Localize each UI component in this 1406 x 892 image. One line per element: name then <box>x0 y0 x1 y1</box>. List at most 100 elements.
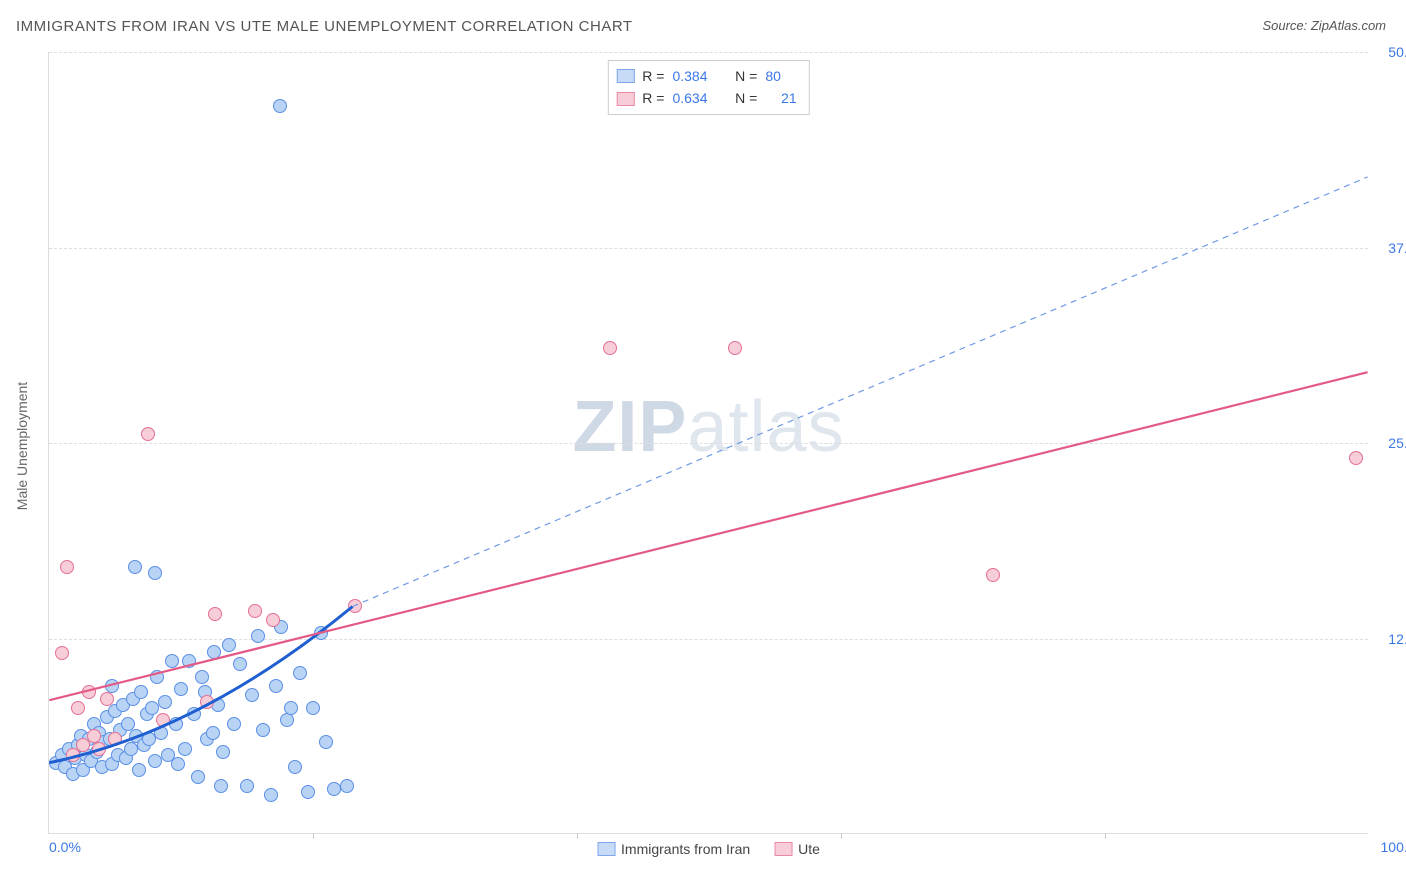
x-tick-mark <box>313 833 314 839</box>
data-point-iran <box>273 99 287 113</box>
n-label: N = <box>735 87 757 109</box>
data-point-iran <box>148 566 162 580</box>
data-point-ute <box>141 427 155 441</box>
data-point-iran <box>148 754 162 768</box>
data-point-iran <box>206 726 220 740</box>
data-point-ute <box>82 685 96 699</box>
data-point-ute <box>986 568 1000 582</box>
data-point-ute <box>100 692 114 706</box>
source-label: Source: ZipAtlas.com <box>1262 18 1386 33</box>
x-tick-mark <box>577 833 578 839</box>
data-point-iran <box>233 657 247 671</box>
data-point-ute <box>92 742 106 756</box>
data-point-iran <box>327 782 341 796</box>
data-point-iran <box>191 770 205 784</box>
data-point-iran <box>319 735 333 749</box>
data-point-iran <box>245 688 259 702</box>
legend-swatch-iran <box>616 69 634 83</box>
data-point-iran <box>288 760 302 774</box>
data-point-iran <box>340 779 354 793</box>
data-point-iran <box>284 701 298 715</box>
x-tick-mark <box>841 833 842 839</box>
data-point-iran <box>174 682 188 696</box>
y-axis-label: Male Unemployment <box>14 382 30 510</box>
data-point-iran <box>178 742 192 756</box>
data-point-iran <box>187 707 201 721</box>
data-point-ute <box>55 646 69 660</box>
data-point-ute <box>60 560 74 574</box>
y-tick-label: 12.5% <box>1373 631 1406 647</box>
watermark: ZIPatlas <box>572 386 844 468</box>
data-point-ute <box>603 341 617 355</box>
legend-row-ute: R = 0.634 N = 21 <box>616 87 796 109</box>
data-point-ute <box>156 713 170 727</box>
legend-label-ute: Ute <box>798 841 820 857</box>
data-point-iran <box>251 629 265 643</box>
data-point-iran <box>171 757 185 771</box>
data-point-iran <box>134 685 148 699</box>
data-point-iran <box>256 723 270 737</box>
data-point-iran <box>227 717 241 731</box>
data-point-iran <box>293 666 307 680</box>
scatter-plot: ZIPatlas R = 0.384 N = 80 R = 0.634 N = … <box>48 52 1368 834</box>
data-point-iran <box>128 560 142 574</box>
data-point-iran <box>222 638 236 652</box>
gridline <box>49 639 1368 640</box>
y-tick-label: 25.0% <box>1373 435 1406 451</box>
data-point-ute <box>208 607 222 621</box>
r-value-iran: 0.384 <box>672 65 707 87</box>
data-point-iran <box>165 654 179 668</box>
gridline <box>49 248 1368 249</box>
data-point-iran <box>280 713 294 727</box>
chart-title: IMMIGRANTS FROM IRAN VS UTE MALE UNEMPLO… <box>16 18 633 35</box>
data-point-iran <box>132 763 146 777</box>
data-point-iran <box>301 785 315 799</box>
data-point-iran <box>214 779 228 793</box>
x-tick-min: 0.0% <box>49 839 81 855</box>
data-point-iran <box>216 745 230 759</box>
y-tick-label: 50.0% <box>1373 44 1406 60</box>
n-value-iran: 80 <box>765 65 781 87</box>
legend-swatch-iran-icon <box>597 842 615 856</box>
data-point-ute <box>108 732 122 746</box>
data-point-iran <box>269 679 283 693</box>
x-tick-max: 100.0% <box>1381 839 1406 855</box>
data-point-iran <box>158 695 172 709</box>
gridline <box>49 443 1368 444</box>
legend-stats: R = 0.384 N = 80 R = 0.634 N = 21 <box>607 60 809 115</box>
data-point-iran <box>207 645 221 659</box>
legend-label-iran: Immigrants from Iran <box>621 841 750 857</box>
data-point-ute <box>71 701 85 715</box>
legend-swatch-ute-icon <box>774 842 792 856</box>
data-point-iran <box>124 742 138 756</box>
data-point-iran <box>264 788 278 802</box>
r-label: R = <box>642 65 664 87</box>
data-point-iran <box>154 726 168 740</box>
data-point-ute <box>266 613 280 627</box>
data-point-iran <box>145 701 159 715</box>
data-point-ute <box>728 341 742 355</box>
r-value-ute: 0.634 <box>672 87 707 109</box>
r-label: R = <box>642 87 664 109</box>
watermark-zip: ZIP <box>572 387 687 467</box>
data-point-ute <box>200 695 214 709</box>
legend-item-ute: Ute <box>774 841 820 857</box>
data-point-iran <box>195 670 209 684</box>
data-point-ute <box>1349 451 1363 465</box>
data-point-iran <box>306 701 320 715</box>
data-point-iran <box>240 779 254 793</box>
legend-swatch-ute <box>616 92 634 106</box>
gridline <box>49 52 1368 53</box>
watermark-atlas: atlas <box>687 387 844 467</box>
legend-item-iran: Immigrants from Iran <box>597 841 750 857</box>
data-point-iran <box>182 654 196 668</box>
n-value-ute: 21 <box>781 87 797 109</box>
n-label: N = <box>735 65 757 87</box>
data-point-ute <box>348 599 362 613</box>
legend-row-iran: R = 0.384 N = 80 <box>616 65 796 87</box>
legend-series: Immigrants from Iran Ute <box>597 841 820 857</box>
data-point-ute <box>248 604 262 618</box>
y-tick-label: 37.5% <box>1373 240 1406 256</box>
data-point-iran <box>169 717 183 731</box>
data-point-iran <box>150 670 164 684</box>
